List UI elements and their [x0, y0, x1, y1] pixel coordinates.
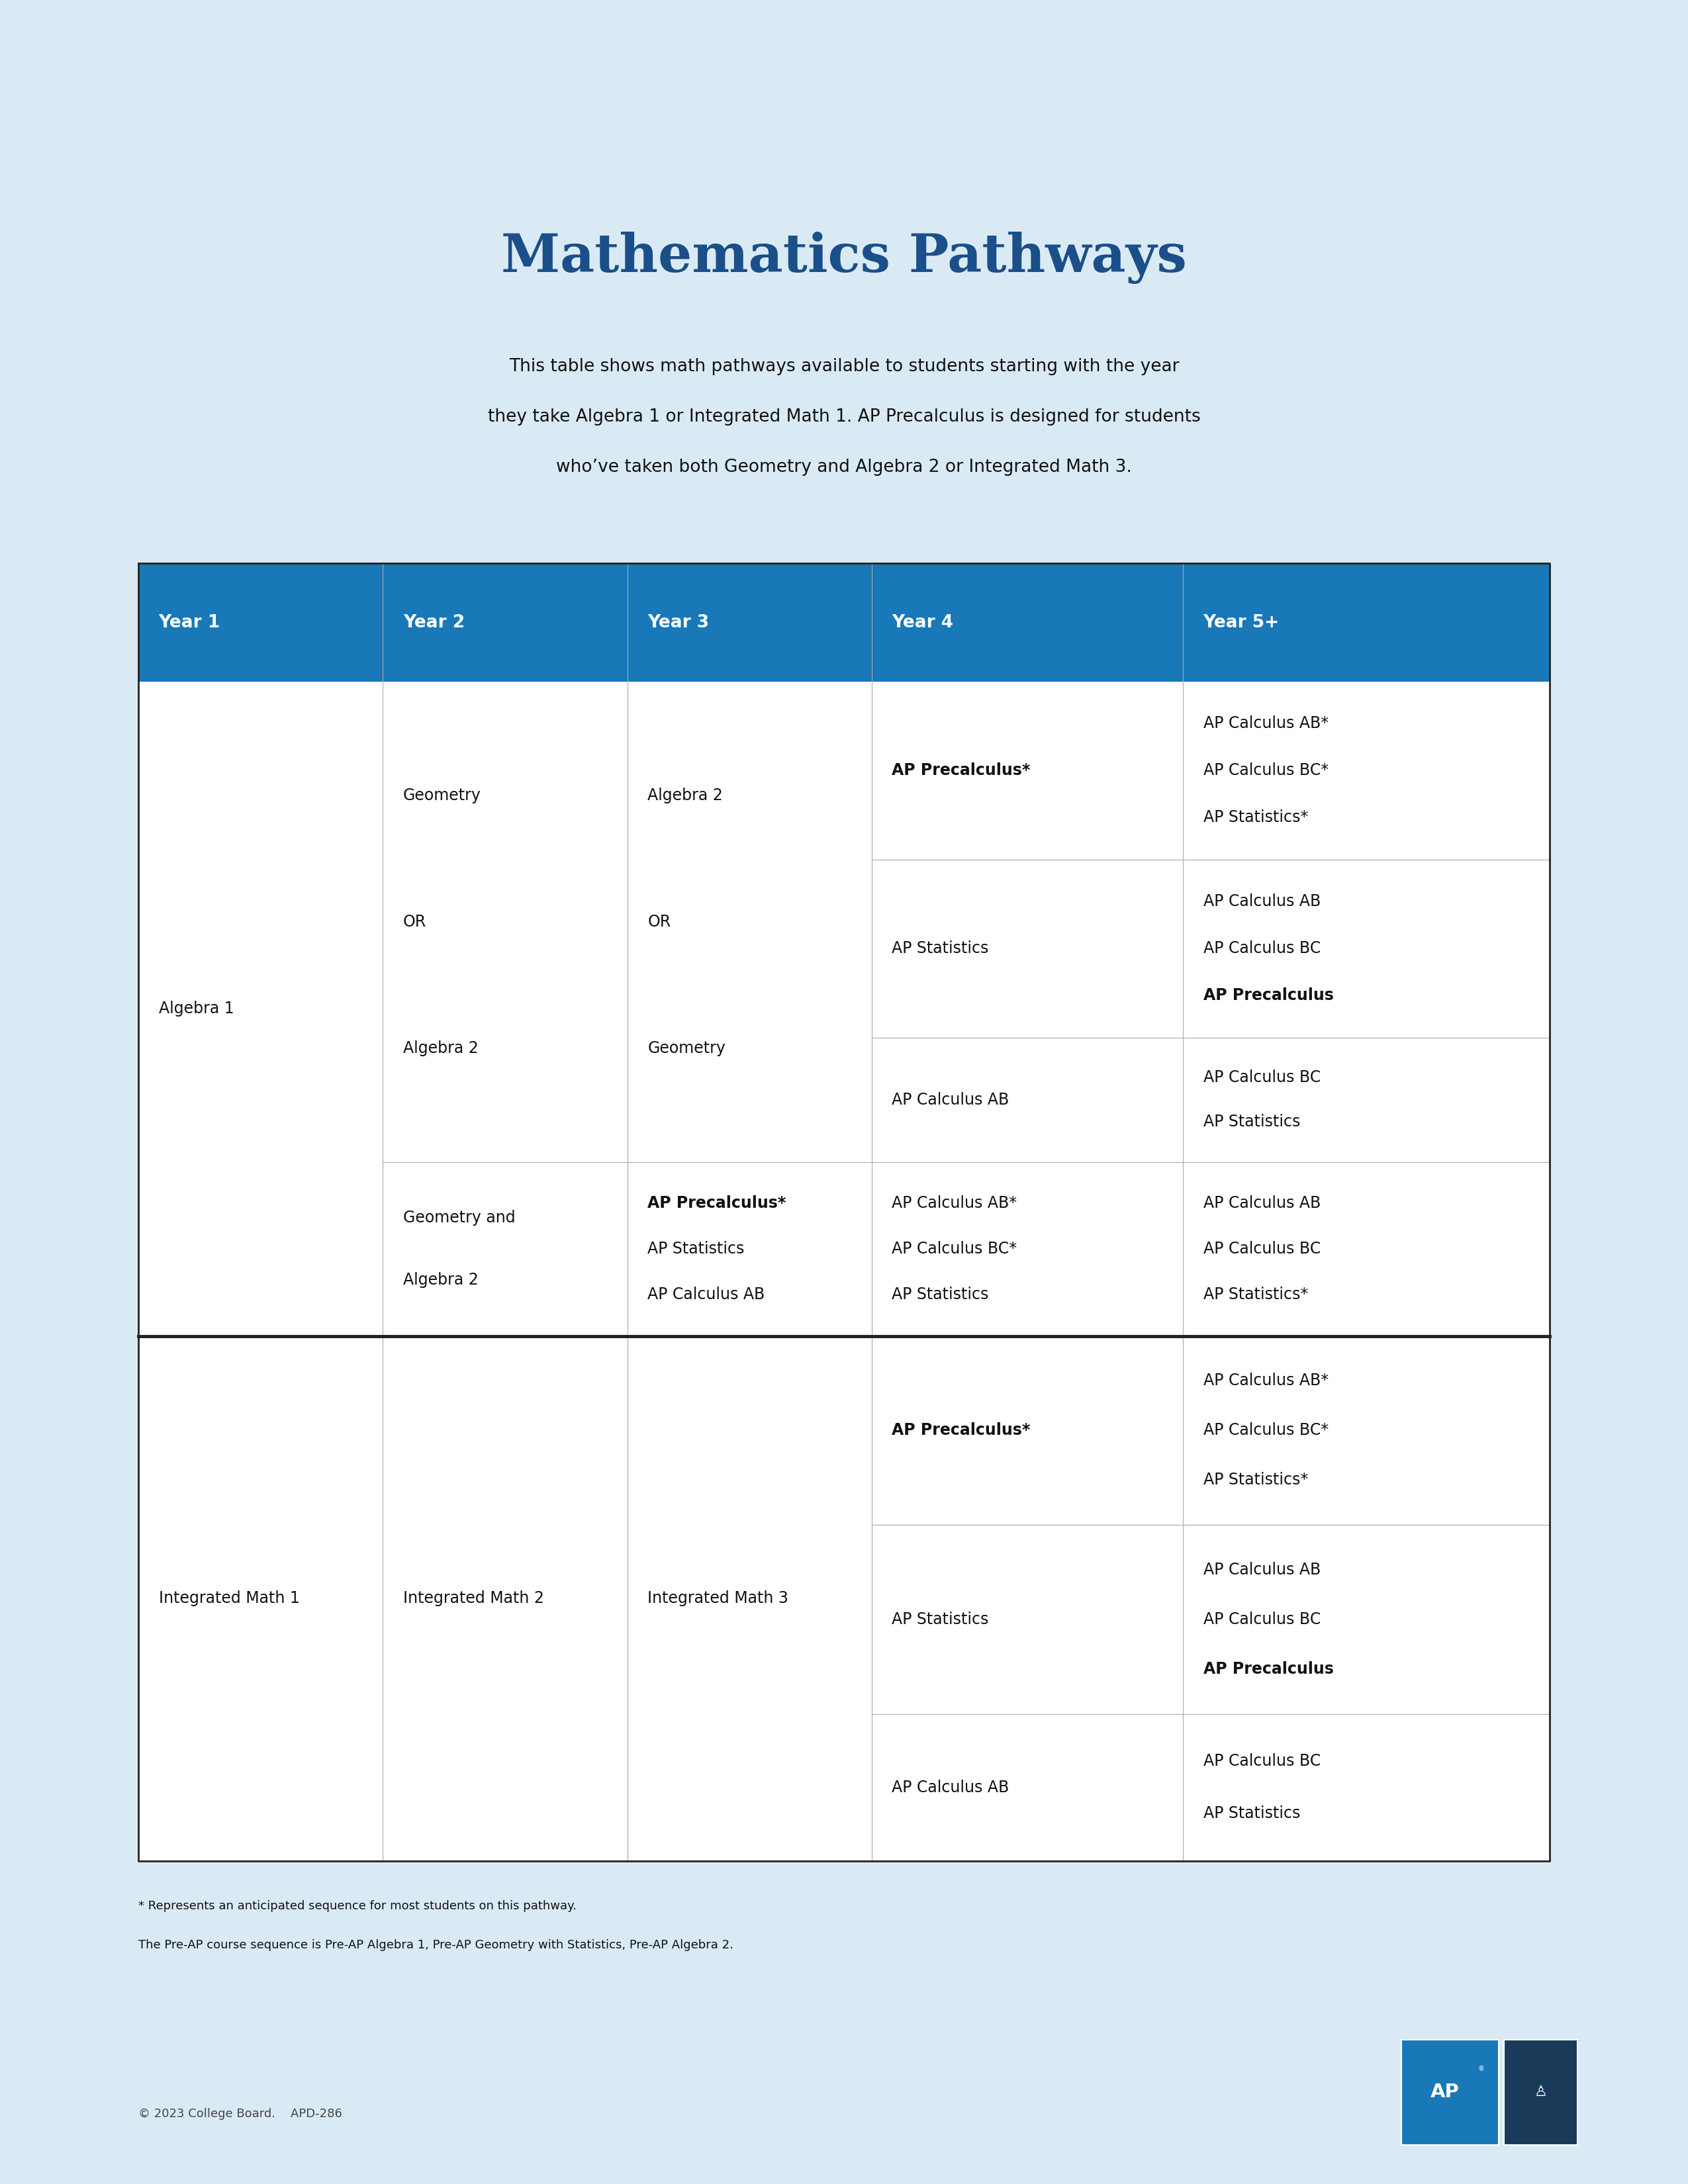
Text: AP Calculus BC: AP Calculus BC: [1204, 1070, 1320, 1085]
Text: AP Calculus AB*: AP Calculus AB*: [891, 1195, 1018, 1210]
Text: who’ve taken both Geometry and Algebra 2 or Integrated Math 3.: who’ve taken both Geometry and Algebra 2…: [555, 459, 1133, 476]
Text: AP Calculus AB: AP Calculus AB: [891, 1092, 1009, 1107]
Text: Geometry: Geometry: [648, 1040, 726, 1057]
Text: AP Statistics*: AP Statistics*: [1204, 810, 1308, 826]
Text: AP Statistics*: AP Statistics*: [1204, 1472, 1308, 1487]
Text: AP Precalculus: AP Precalculus: [1204, 987, 1334, 1002]
Text: AP Calculus BC: AP Calculus BC: [1204, 1241, 1320, 1256]
Text: AP Calculus BC*: AP Calculus BC*: [891, 1241, 1018, 1256]
Text: AP: AP: [1430, 2084, 1460, 2101]
Text: Year 1: Year 1: [159, 614, 221, 631]
FancyBboxPatch shape: [1401, 2040, 1499, 2145]
Text: they take Algebra 1 or Integrated Math 1. AP Precalculus is designed for student: they take Algebra 1 or Integrated Math 1…: [488, 408, 1200, 426]
FancyBboxPatch shape: [1504, 2040, 1577, 2145]
Text: AP Calculus BC*: AP Calculus BC*: [1204, 1422, 1328, 1439]
Text: ®: ®: [1479, 2066, 1484, 2073]
Text: Year 2: Year 2: [403, 614, 464, 631]
Text: AP Statistics: AP Statistics: [1204, 1114, 1300, 1129]
Text: AP Calculus BC: AP Calculus BC: [1204, 1754, 1320, 1769]
Text: AP Statistics: AP Statistics: [1204, 1806, 1300, 1821]
Text: Integrated Math 1: Integrated Math 1: [159, 1590, 299, 1605]
Text: OR: OR: [648, 913, 670, 930]
Text: AP Calculus BC*: AP Calculus BC*: [1204, 762, 1328, 778]
Text: Algebra 2: Algebra 2: [403, 1040, 478, 1057]
Text: AP Calculus AB*: AP Calculus AB*: [1204, 716, 1328, 732]
Text: The Pre-AP course sequence is Pre-AP Algebra 1, Pre-AP Geometry with Statistics,: The Pre-AP course sequence is Pre-AP Alg…: [138, 1939, 733, 1950]
Text: AP Calculus AB: AP Calculus AB: [1204, 893, 1320, 909]
Text: © 2023 College Board.    APD-286: © 2023 College Board. APD-286: [138, 2108, 343, 2121]
Text: Algebra 2: Algebra 2: [403, 1271, 478, 1289]
Text: ♙: ♙: [1534, 2086, 1548, 2099]
Text: AP Precalculus*: AP Precalculus*: [648, 1195, 787, 1210]
Text: AP Precalculus: AP Precalculus: [1204, 1662, 1334, 1677]
Text: AP Statistics: AP Statistics: [891, 1612, 989, 1627]
Text: OR: OR: [403, 913, 427, 930]
Text: Geometry: Geometry: [403, 786, 481, 804]
Text: AP Calculus BC: AP Calculus BC: [1204, 941, 1320, 957]
Text: AP Calculus BC: AP Calculus BC: [1204, 1612, 1320, 1627]
Text: AP Calculus AB*: AP Calculus AB*: [1204, 1374, 1328, 1389]
Text: Year 3: Year 3: [648, 614, 709, 631]
Text: Algebra 2: Algebra 2: [648, 786, 722, 804]
Text: * Represents an anticipated sequence for most students on this pathway.: * Represents an anticipated sequence for…: [138, 1900, 577, 1911]
Text: Year 5+: Year 5+: [1204, 614, 1280, 631]
Text: AP Precalculus*: AP Precalculus*: [891, 762, 1030, 778]
Text: AP Calculus AB: AP Calculus AB: [1204, 1562, 1320, 1577]
Text: AP Calculus AB: AP Calculus AB: [648, 1286, 765, 1302]
Text: AP Statistics: AP Statistics: [891, 941, 989, 957]
Text: Integrated Math 3: Integrated Math 3: [648, 1590, 788, 1605]
FancyBboxPatch shape: [138, 563, 1550, 681]
Text: Mathematics Pathways: Mathematics Pathways: [501, 232, 1187, 284]
Text: AP Statistics: AP Statistics: [891, 1286, 989, 1302]
Text: AP Calculus AB: AP Calculus AB: [1204, 1195, 1320, 1210]
Text: Geometry and: Geometry and: [403, 1210, 515, 1225]
Text: This table shows math pathways available to students starting with the year: This table shows math pathways available…: [508, 358, 1180, 376]
Text: AP Statistics: AP Statistics: [648, 1241, 744, 1256]
Text: AP Precalculus*: AP Precalculus*: [891, 1422, 1030, 1439]
Text: AP Statistics*: AP Statistics*: [1204, 1286, 1308, 1302]
Text: Integrated Math 2: Integrated Math 2: [403, 1590, 544, 1605]
Text: AP Calculus AB: AP Calculus AB: [891, 1780, 1009, 1795]
Text: Year 4: Year 4: [891, 614, 954, 631]
FancyBboxPatch shape: [138, 681, 1550, 1861]
Text: Algebra 1: Algebra 1: [159, 1000, 235, 1016]
